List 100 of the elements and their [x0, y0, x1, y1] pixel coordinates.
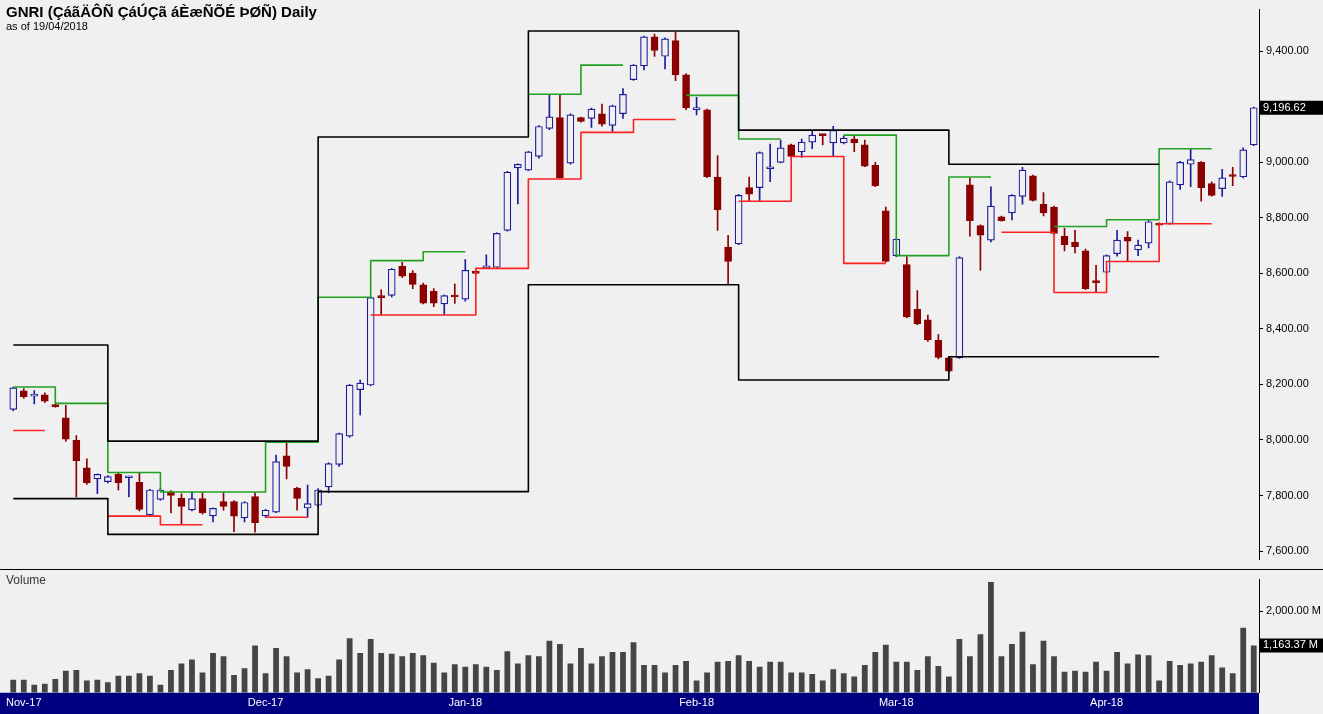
- bar: [777, 661, 784, 693]
- x-tick-label: Jan-18: [448, 696, 483, 709]
- text: 1,163.37 M: [1263, 638, 1319, 651]
- bar: [662, 672, 668, 693]
- bar: [1030, 664, 1036, 693]
- bar: [988, 582, 994, 693]
- bar: [967, 656, 973, 693]
- bar: [1198, 661, 1205, 693]
- bar: [378, 652, 385, 693]
- bar: [168, 670, 174, 693]
- candlestick: [818, 133, 827, 146]
- y-tick-label: 9,000.00: [1266, 155, 1309, 168]
- bar: [924, 656, 931, 693]
- bar: [94, 679, 101, 693]
- bar: [462, 666, 469, 693]
- bar: [819, 680, 826, 693]
- bar: [914, 670, 921, 693]
- bar: [304, 669, 311, 693]
- bar: [388, 653, 395, 693]
- bar: [420, 655, 427, 693]
- bar: [73, 670, 80, 693]
- bar: [514, 663, 521, 693]
- bar: [578, 648, 584, 693]
- bar: [620, 652, 626, 693]
- candlestick: [1092, 265, 1100, 293]
- bar: [10, 679, 17, 693]
- bar: [557, 643, 563, 693]
- bar: [441, 672, 448, 693]
- chart-title: Volume: [6, 573, 47, 587]
- bar: [346, 638, 353, 693]
- candlestick: [356, 379, 364, 416]
- bar: [430, 662, 437, 693]
- x-tick-label: Apr-18: [1090, 696, 1124, 709]
- bar: [210, 652, 216, 693]
- bar: [409, 652, 416, 693]
- bar: [367, 639, 374, 693]
- y-tick-label: 7,800.00: [1266, 488, 1309, 501]
- bar: [872, 652, 879, 693]
- chart-title: GNRI (ÇáãÄÔÑ ÇáÚÇã áÈæÑÕÉ ÞØÑ) Daily: [6, 3, 317, 20]
- bar: [252, 645, 258, 693]
- bar: [798, 672, 805, 693]
- y-tick-label: 8,400.00: [1266, 321, 1309, 334]
- text: 9,196.62: [1263, 100, 1306, 113]
- bar: [1145, 655, 1152, 693]
- candlestick: [125, 475, 133, 498]
- bar: [1166, 661, 1173, 693]
- bar: [893, 661, 900, 693]
- bar: [641, 665, 647, 693]
- text: as of 19/04/2018: [6, 20, 89, 32]
- bar: [52, 678, 59, 693]
- bar: [399, 656, 406, 693]
- y-tick-label: 8,200.00: [1266, 377, 1309, 390]
- bar: [1072, 670, 1078, 693]
- bar: [1229, 673, 1236, 693]
- bar: [336, 659, 343, 693]
- bar: [1219, 667, 1226, 693]
- bar: [1156, 680, 1163, 693]
- y-tick-label: 8,000.00: [1266, 433, 1309, 446]
- y-tick-label: 8,600.00: [1266, 266, 1309, 279]
- bar: [861, 665, 868, 693]
- bar: [704, 672, 710, 693]
- bar: [294, 672, 300, 693]
- bar: [903, 661, 910, 693]
- bar: [840, 673, 847, 693]
- x-tick-label: Dec-17: [247, 696, 284, 709]
- bar: [945, 676, 952, 693]
- bar: [599, 656, 605, 693]
- y-tick-label: 7,600.00: [1266, 544, 1309, 557]
- bar: [725, 661, 731, 693]
- bar: [851, 676, 858, 693]
- candlestick: [1071, 230, 1079, 254]
- bar: [104, 682, 111, 693]
- bar: [115, 675, 122, 693]
- bar: [472, 664, 479, 693]
- bar: [83, 680, 90, 693]
- bar: [1250, 645, 1257, 693]
- bar: [20, 679, 27, 693]
- bar: [830, 669, 837, 693]
- y-tick-label: 2,000.00 M: [1266, 604, 1322, 617]
- candlestick: [377, 289, 386, 316]
- bar: [536, 656, 542, 693]
- bar: [62, 670, 69, 693]
- bar: [41, 683, 48, 693]
- bar: [325, 675, 332, 693]
- bar: [504, 651, 511, 693]
- candlestick: [1228, 166, 1237, 186]
- bar: [735, 655, 742, 693]
- bar: [231, 674, 237, 693]
- bar: [746, 661, 753, 693]
- bar: [1009, 643, 1015, 693]
- y-tick-label: 8,800.00: [1266, 210, 1309, 223]
- bar: [451, 664, 458, 693]
- bar: [1114, 652, 1120, 693]
- bar: [788, 672, 795, 693]
- bar: [525, 655, 532, 693]
- bar: [1240, 627, 1247, 693]
- bar: [882, 644, 889, 693]
- bar: [493, 670, 500, 693]
- bar: [147, 675, 153, 693]
- bar: [1135, 654, 1141, 693]
